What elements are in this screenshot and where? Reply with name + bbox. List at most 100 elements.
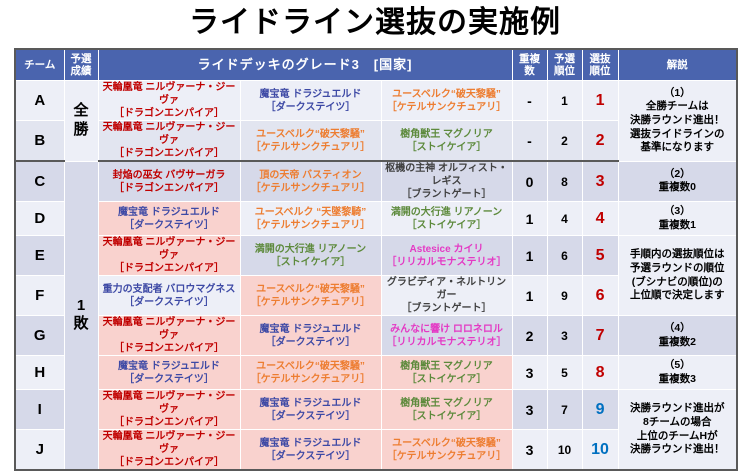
deck-cell: 天輪凰竜 ニルヴァーナ・ジーヴァ ［ドラゴンエンパイア］: [97, 429, 241, 471]
prelim-rank-cell: 5: [546, 355, 583, 390]
nation-label: ［ケテルサンクチュアリ］: [250, 182, 371, 194]
card-name: ユースベルク“破天黎騒”: [256, 360, 365, 372]
commentary-note-5: （5） 重複数3: [617, 355, 738, 390]
deck-cell: ユースベルク“破天黎騒” ［ケテルサンクチュアリ］: [239, 275, 382, 316]
prelim-rank-cell: 1: [546, 80, 583, 121]
card-name: 魔宝竜 ドラジュエルド: [259, 323, 362, 335]
team-cell: I: [14, 389, 65, 430]
nation-label: ［ストイケイア］: [406, 410, 487, 422]
dup-count-cell: 3: [511, 429, 548, 471]
nation-label: ［ケテルサンクチュアリ］: [250, 141, 371, 153]
card-name: 樹角獣王 マグノリア: [400, 360, 493, 372]
card-name: グラビディア・ネルトリンガー: [386, 277, 507, 301]
nation-label: ［ケテルサンクチュアリ］: [386, 101, 507, 113]
card-name: ユースベルク“破天黎騒”: [256, 283, 365, 295]
dup-count-cell: 0: [511, 160, 548, 202]
card-name: 天輪凰竜 ニルヴァーナ・ジーヴァ: [102, 391, 236, 415]
team-cell: D: [14, 201, 65, 236]
dup-count-cell: 3: [511, 355, 548, 390]
sel-rank-cell: 9: [581, 389, 619, 430]
header-prelim-rank: 予選 順位: [546, 48, 583, 81]
card-name: みんなに響け ロロネロル: [390, 323, 503, 335]
dup-count-cell: 1: [511, 275, 548, 316]
card-name: 樹角獣王 マグノリア: [400, 128, 493, 140]
nation-label: ［ダークステイツ］: [265, 336, 356, 348]
team-cell: G: [14, 315, 65, 356]
deck-cell: 封焔の巫女 バヴサーガラ ［ドラゴンエンパイア］: [97, 160, 241, 202]
prelim-rank-cell: 6: [546, 235, 583, 276]
deck-cell: ユースベルク“破天黎騒” ［ケテルサンクチュアリ］: [380, 429, 513, 471]
deck-cell: 魔宝竜 ドラジュエルド ［ダークステイツ］: [239, 80, 382, 121]
card-name: 魔宝竜 ドラジュエルド: [118, 206, 220, 218]
prelim-rank-cell: 3: [546, 315, 583, 356]
commentary-note-finals: 決勝ラウンド進出が 8チームの場合 上位のチームHが 決勝ラウンド進出！: [617, 389, 738, 471]
dup-count-cell: -: [511, 120, 548, 162]
nation-label: ［ダークステイツ］: [265, 410, 356, 422]
header-ride-deck: ライドデッキのグレード3 [国家]: [97, 48, 513, 81]
deck-cell: みんなに響け ロロネロル ［リリカルモナステリオ］: [380, 315, 513, 356]
team-cell: J: [14, 429, 65, 471]
header-sel-rank: 選抜 順位: [581, 48, 619, 81]
prelim-record-one-loss: 1 敗: [63, 160, 99, 471]
deck-cell: 満開の大行進 リアノーン ［ストイケイア］: [380, 201, 513, 236]
card-name: 魔宝竜 ドラジュエルド: [259, 437, 362, 449]
header-prelim-record: 予選 成績: [63, 48, 99, 81]
dup-count-cell: 3: [511, 389, 548, 430]
deck-cell: ユースベルク “天墜黎騎” ［ケテルサンクチュアリ］: [239, 201, 382, 236]
dup-count-cell: 2: [511, 315, 548, 356]
card-name: 頂の天帝 バスティオン: [259, 169, 362, 181]
card-name: 封焔の巫女 バヴサーガラ: [112, 169, 226, 181]
card-name: 天輪凰竜 ニルヴァーナ・ジーヴァ: [102, 317, 236, 341]
nation-label: ［ダークステイツ］: [124, 219, 214, 231]
deck-cell: 樹角獣王 マグノリア ［ストイケイア］: [380, 120, 513, 162]
deck-cell: Astesice カイリ ［リリカルモナステリオ］: [380, 235, 513, 276]
table-row-I: I 天輪凰竜 ニルヴァーナ・ジーヴァ ［ドラゴンエンパイア］ 魔宝竜 ドラジュエル…: [14, 389, 738, 471]
table-row-G: G 天輪凰竜 ニルヴァーナ・ジーヴァ ［ドラゴンエンパイア］ 魔宝竜 ドラジュエル…: [14, 315, 738, 356]
card-name: ユースベルク“破天黎騒”: [256, 128, 365, 140]
prelim-record-undefeated: 全 勝: [63, 80, 99, 162]
nation-label: ［ダークステイツ］: [124, 373, 214, 385]
nation-label: ［ケテルサンクチュアリ］: [250, 296, 371, 308]
dup-count-cell: 1: [511, 201, 548, 236]
deck-cell: 天輪凰竜 ニルヴァーナ・ジーヴァ ［ドラゴンエンパイア］: [97, 80, 241, 121]
deck-cell: ユースベルク“破天黎騒” ［ケテルサンクチュアリ］: [239, 120, 382, 162]
nation-label: ［ストイケイア］: [406, 373, 487, 385]
deck-cell: グラビディア・ネルトリンガー ［ブラントゲート］: [380, 275, 513, 316]
card-name: ユースベルク “天墜黎騎”: [254, 206, 367, 218]
nation-label: ［ダークステイツ］: [265, 450, 356, 462]
header-row: チーム 予選 成績 ライドデッキのグレード3 [国家] 重複 数 予選 順位 選…: [14, 48, 738, 81]
prelim-rank-cell: 10: [546, 429, 583, 471]
card-name: Astesice カイリ: [409, 243, 484, 255]
dup-count-cell: 1: [511, 235, 548, 276]
deck-cell: 天輪凰竜 ニルヴァーナ・ジーヴァ ［ドラゴンエンパイア］: [97, 389, 241, 430]
team-cell: A: [14, 80, 65, 121]
sel-rank-cell: 6: [581, 275, 619, 316]
sel-rank-cell: 2: [581, 120, 619, 162]
commentary-note-3: （3） 重複数1: [617, 201, 738, 236]
prelim-rank-cell: 8: [546, 160, 583, 202]
card-name: 天輪凰竜 ニルヴァーナ・ジーヴァ: [102, 431, 236, 455]
page-title: ライドライン選抜の実施例: [189, 6, 561, 39]
dup-count-cell: -: [511, 80, 548, 121]
nation-label: ［ストイケイア］: [406, 219, 487, 231]
header-commentary: 解説: [617, 48, 738, 81]
header-dup-count: 重複 数: [511, 48, 548, 81]
table-row-C: C 1 敗 封焔の巫女 バヴサーガラ ［ドラゴンエンパイア］ 頂の天帝 バスティオ…: [14, 160, 738, 471]
team-cell: F: [14, 275, 65, 316]
deck-cell: 満開の大行進 リアノーン ［ストイケイア］: [239, 235, 382, 276]
prelim-rank-cell: 4: [546, 201, 583, 236]
card-name: 天輪凰竜 ニルヴァーナ・ジーヴァ: [102, 82, 236, 106]
nation-label: ［ドラゴンエンパイア］: [114, 263, 224, 274]
nation-label: ［ケテルサンクチュアリ］: [386, 450, 507, 462]
sel-rank-cell: 1: [581, 80, 619, 121]
card-name: 満開の大行進 リアノーン: [254, 243, 367, 255]
team-cell: B: [14, 120, 65, 162]
commentary-note-procedure: 手順内の選抜順位は 予選ラウンドの順位 (ブシナビの順位)の 上位順で決定します: [617, 235, 738, 316]
commentary-note-4: （4） 重複数2: [617, 315, 738, 356]
nation-label: ［ブラントゲート］: [401, 189, 492, 200]
card-name: 天輪凰竜 ニルヴァーナ・ジーヴァ: [102, 237, 236, 261]
card-name: 満開の大行進 リアノーン: [390, 206, 503, 218]
deck-cell: 樹角獣王 マグノリア ［ストイケイア］: [380, 355, 513, 390]
deck-cell: 頂の天帝 バスティオン ［ケテルサンクチュアリ］: [239, 160, 382, 202]
deck-cell: 魔宝竜 ドラジュエルド ［ダークステイツ］: [239, 315, 382, 356]
